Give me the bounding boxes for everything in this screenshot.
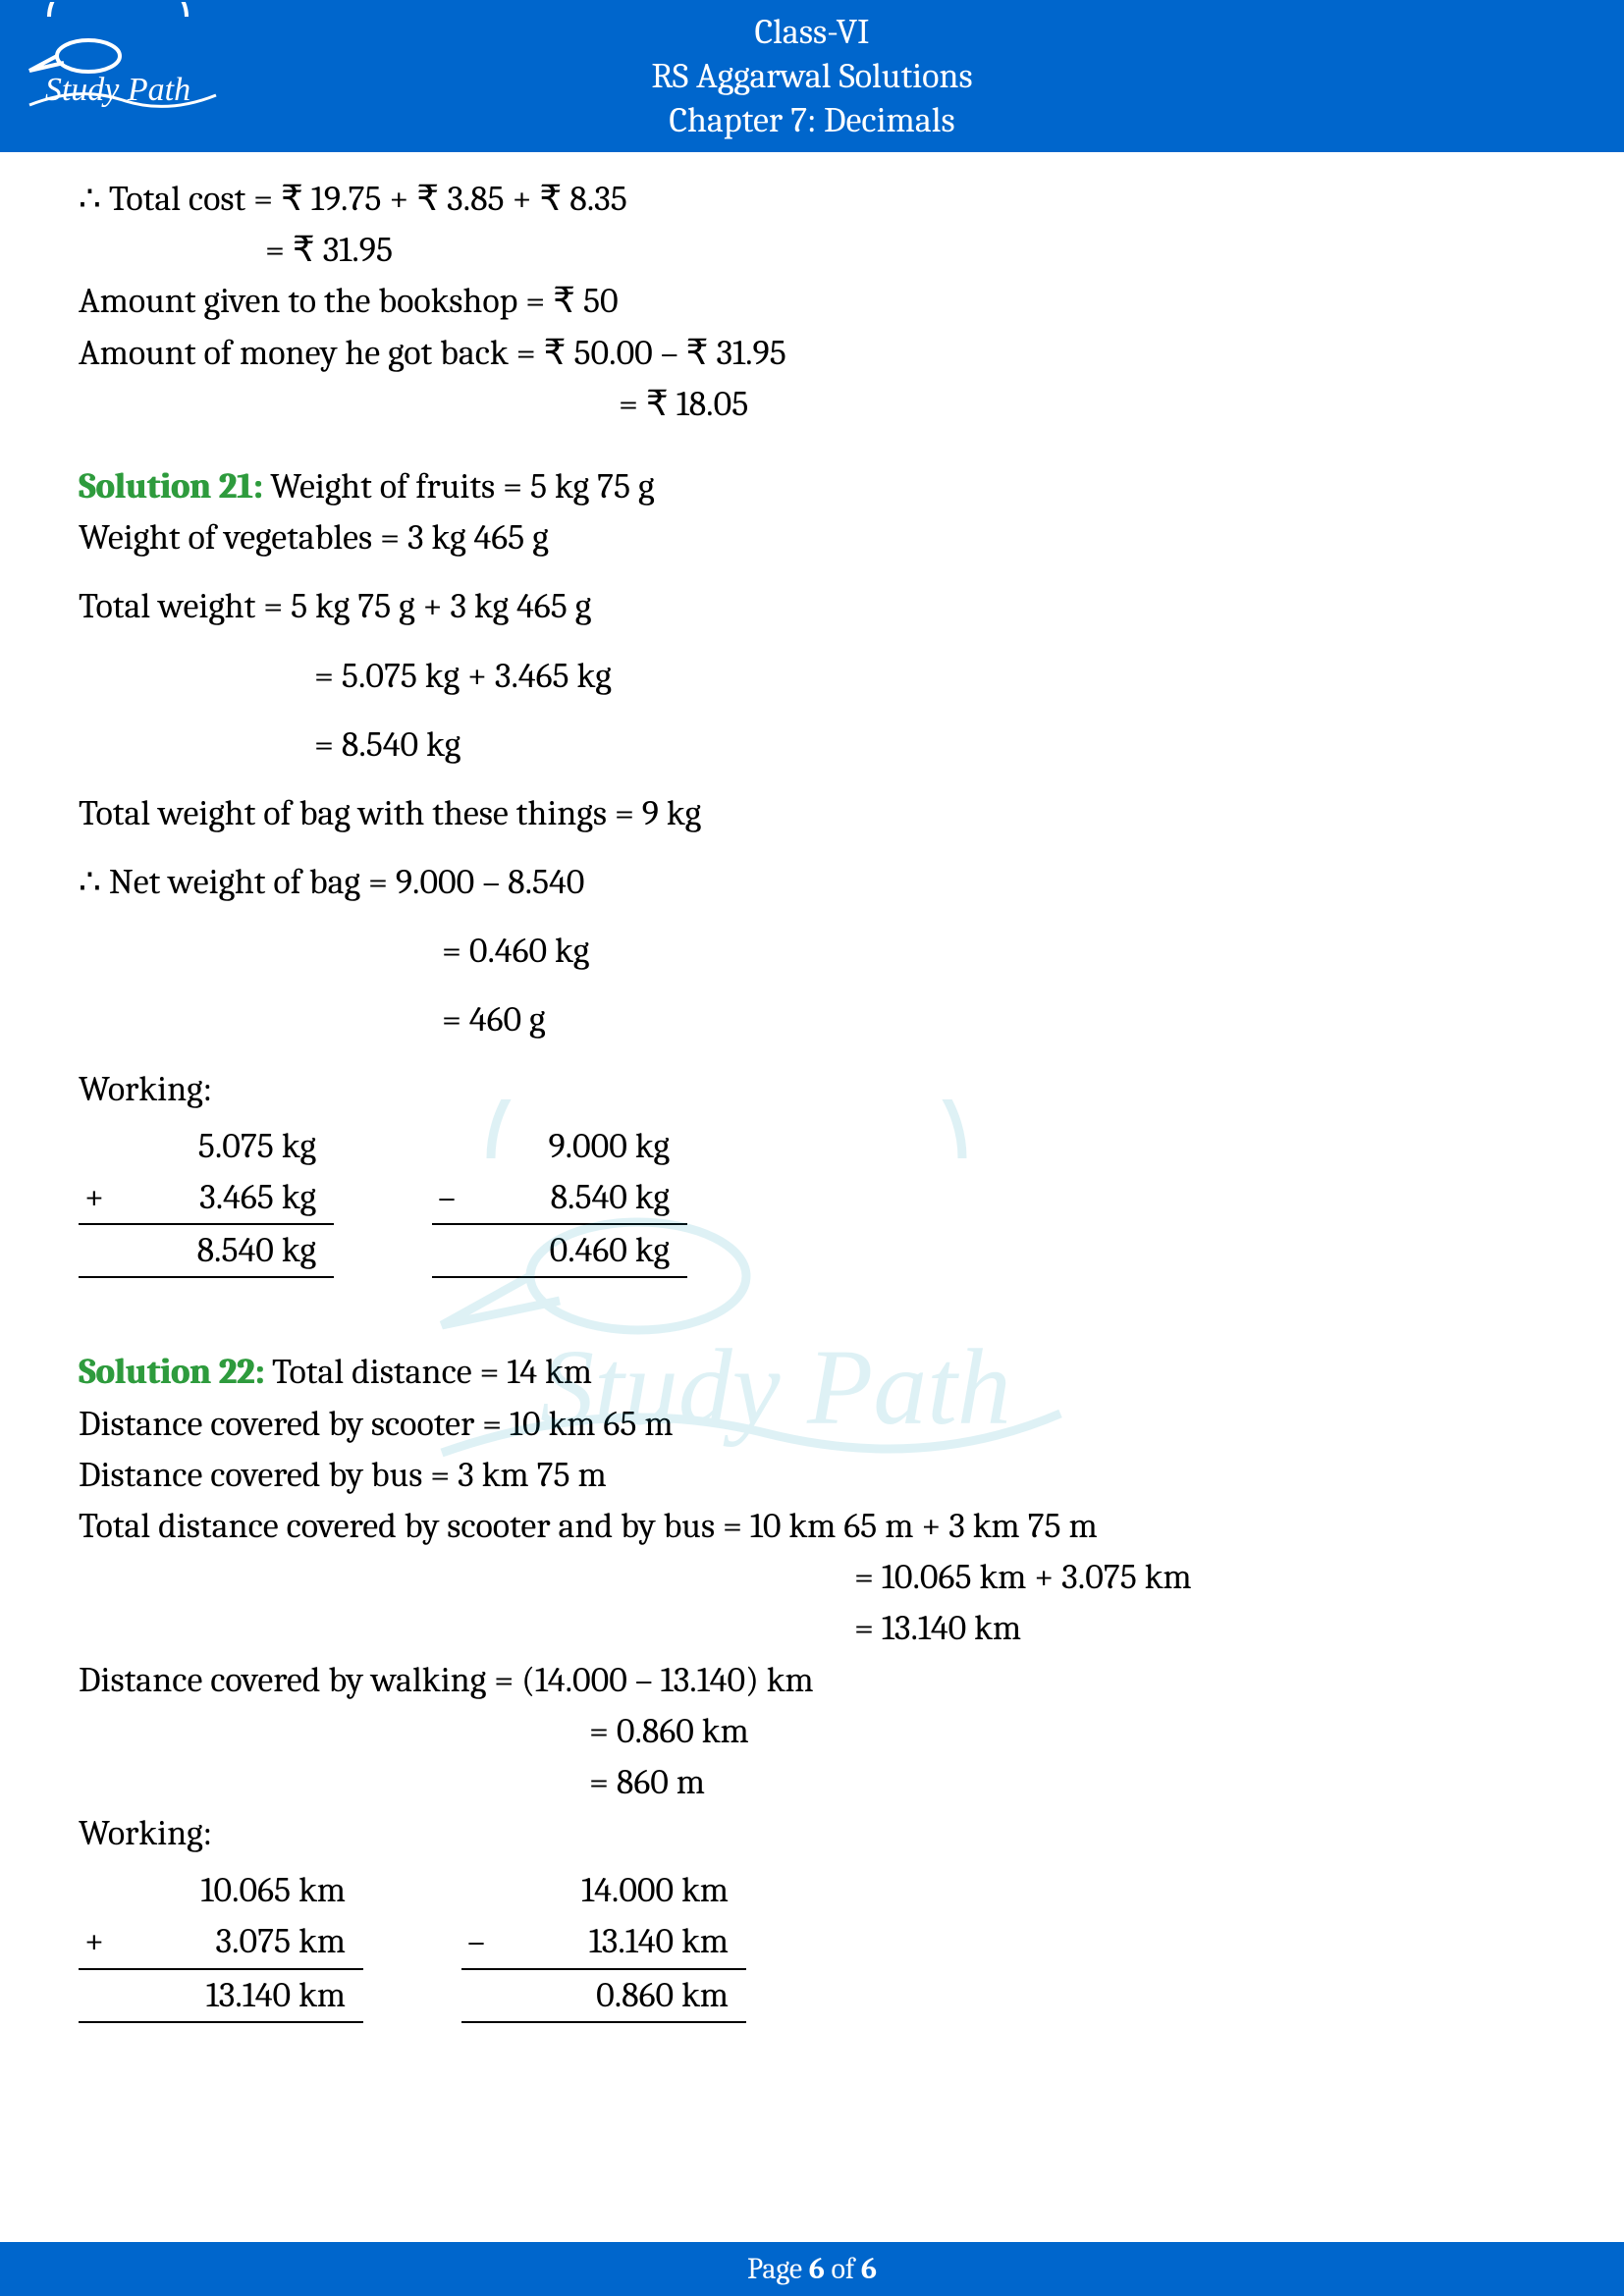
work-sign: + (79, 1172, 128, 1223)
sol20-line: = ₹ 18.05 (79, 379, 1545, 430)
sol21-working: 5.075 kg +3.465 kg 8.540 kg 9.000 kg –8.… (79, 1121, 1545, 1279)
sol21-line: = 0.460 kg (79, 926, 1545, 977)
header-line-1: Class-VI (0, 10, 1624, 54)
work-subtraction: 14.000 km –13.140 km 0.860 km (461, 1865, 746, 2023)
sol22-line: Total distance = 14 km (264, 1352, 592, 1392)
header-line-3: Chapter 7: Decimals (0, 98, 1624, 142)
work-sign: – (432, 1172, 481, 1223)
work-val: 13.140 km (511, 1916, 746, 1967)
footer-mid: of (825, 2252, 861, 2286)
page-header: Study Path Class-VI RS Aggarwal Solution… (0, 0, 1624, 152)
svg-text:Study Path: Study Path (45, 72, 190, 108)
working-label: Working: (79, 1808, 1545, 1859)
work-val: 13.140 km (128, 1970, 363, 2021)
work-sign: + (79, 1916, 128, 1967)
sol22-line: Distance covered by bus = 3 km 75 m (79, 1450, 1545, 1501)
solution-label: Solution 21: (79, 466, 262, 507)
work-addition: 5.075 kg +3.465 kg 8.540 kg (79, 1121, 334, 1279)
work-val: 0.460 kg (481, 1225, 687, 1276)
work-subtraction: 9.000 kg –8.540 kg 0.460 kg (432, 1121, 687, 1279)
sol21-opening: Solution 21: Weight of fruits = 5 kg 75 … (79, 461, 1545, 512)
footer-current: 6 (809, 2252, 825, 2286)
working-label: Working: (79, 1064, 1545, 1115)
work-addition: 10.065 km +3.075 km 13.140 km (79, 1865, 363, 2023)
sol21-line: Total weight = 5 kg 75 g + 3 kg 465 g (79, 581, 1545, 632)
sol22-line: Total distance covered by scooter and by… (79, 1501, 1545, 1552)
sol21-line: Total weight of bag with these things = … (79, 788, 1545, 839)
page-footer: Page 6 of 6 (0, 2242, 1624, 2296)
work-val: 3.075 km (128, 1916, 363, 1967)
sol21-line: ∴ Net weight of bag = 9.000 – 8.540 (79, 857, 1545, 908)
work-val: 10.065 km (128, 1865, 363, 1916)
work-val: 8.540 kg (481, 1172, 687, 1223)
sol22-line: = 0.860 km (79, 1706, 1545, 1757)
sol22-working: 10.065 km +3.075 km 13.140 km 14.000 km … (79, 1865, 1545, 2023)
sol20-line: Amount of money he got back = ₹ 50.00 – … (79, 328, 1545, 379)
sol21-line: Weight of vegetables = 3 kg 465 g (79, 512, 1545, 563)
sol22-line: = 10.065 km + 3.075 km (79, 1552, 1545, 1603)
footer-total: 6 (861, 2252, 877, 2286)
page-content: ∴ Total cost = ₹ 19.75 + ₹ 3.85 + ₹ 8.35… (0, 152, 1624, 2023)
work-val: 0.860 km (511, 1970, 746, 2021)
sol21-line: = 5.075 kg + 3.465 kg (79, 651, 1545, 702)
sol20-line: = ₹ 31.95 (79, 225, 1545, 276)
logo: Study Path (20, 2, 226, 148)
solution-label: Solution 22: (79, 1352, 264, 1392)
sol22-opening: Solution 22: Total distance = 14 km (79, 1347, 1545, 1398)
sol22-line: Distance covered by scooter = 10 km 65 m (79, 1399, 1545, 1450)
work-val: 3.465 kg (128, 1172, 334, 1223)
sol21-line: Weight of fruits = 5 kg 75 g (262, 466, 654, 507)
sol22-line: = 860 m (79, 1757, 1545, 1808)
work-val: 8.540 kg (128, 1225, 334, 1276)
sol21-line: = 8.540 kg (79, 720, 1545, 771)
work-sign: – (461, 1916, 511, 1967)
work-val: 5.075 kg (128, 1121, 334, 1172)
work-val: 14.000 km (511, 1865, 746, 1916)
sol21-line: = 460 g (79, 994, 1545, 1045)
sol22-line: Distance covered by walking = (14.000 – … (79, 1655, 1545, 1706)
header-line-2: RS Aggarwal Solutions (0, 54, 1624, 98)
sol20-line: Amount given to the bookshop = ₹ 50 (79, 276, 1545, 327)
sol20-line: ∴ Total cost = ₹ 19.75 + ₹ 3.85 + ₹ 8.35 (79, 174, 1545, 225)
sol22-line: = 13.140 km (79, 1603, 1545, 1654)
work-val: 9.000 kg (481, 1121, 687, 1172)
footer-prefix: Page (747, 2252, 809, 2286)
